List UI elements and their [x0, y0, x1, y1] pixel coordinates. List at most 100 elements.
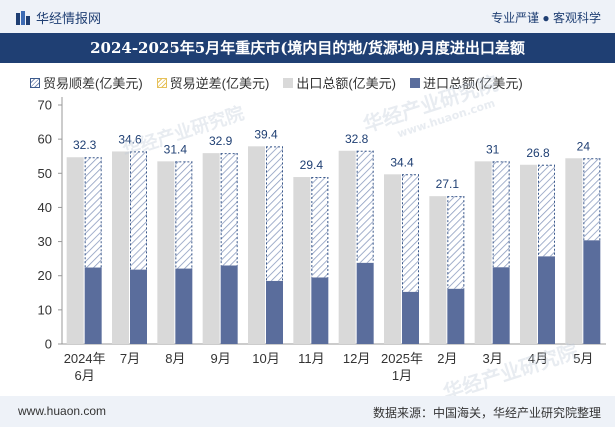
surplus-data-label: 39.4	[254, 127, 278, 141]
legend-label-deficit: 贸易逆差(亿美元)	[169, 76, 270, 91]
surplus-data-label: 24	[577, 139, 591, 153]
header-tags: 专业严谨 ● 客观科学	[491, 11, 601, 25]
surplus-data-label: 29.4	[300, 158, 324, 172]
import-bar	[130, 269, 147, 344]
surplus-bar	[538, 164, 555, 257]
legend-item-export: 出口总额(亿美元)	[283, 73, 396, 92]
x-tick-label-line: 2024年	[64, 351, 106, 366]
export-bar	[66, 157, 84, 344]
surplus-data-label: 31	[486, 142, 500, 156]
x-tick-label-line: 11月	[298, 351, 325, 366]
export-bar	[429, 196, 447, 344]
footer-source: 数据来源：中国海关，华经产业研究院整理	[372, 406, 601, 420]
import-bar	[538, 256, 555, 344]
legend-label-export: 出口总额(亿美元)	[296, 76, 397, 91]
import-bar	[84, 267, 102, 344]
x-tick-label: 4月	[528, 351, 548, 366]
x-tick-label-line: 5月	[573, 351, 593, 366]
chart-legend: 贸易顺差(亿美元) 贸易逆差(亿美元) 出口总额(亿美元) 进口总额(亿美元)	[30, 73, 537, 92]
x-tick-label: 10月	[252, 351, 279, 366]
surplus-data-label: 26.8	[526, 146, 550, 160]
x-tick-label-line: 6月	[75, 368, 95, 383]
legend-item-import: 进口总额(亿美元)	[410, 73, 523, 92]
x-tick-label-line: 2025年	[381, 351, 423, 366]
x-tick-label: 5月	[573, 351, 593, 366]
y-tick-label: 0	[45, 337, 52, 352]
export-bar	[565, 158, 583, 344]
y-tick-label: 20	[38, 268, 52, 283]
x-tick-label: 12月	[343, 351, 370, 366]
y-tick-label: 40	[38, 200, 52, 215]
import-swatch	[410, 77, 421, 88]
import-bar	[583, 240, 601, 344]
x-tick-label-line: 3月	[483, 351, 503, 366]
surplus-data-label: 32.9	[209, 134, 233, 148]
surplus-bar	[220, 153, 238, 266]
deficit-swatch	[156, 77, 167, 88]
export-bar	[248, 146, 265, 344]
surplus-data-label: 34.4	[390, 155, 414, 169]
x-tick-label-line: 12月	[343, 351, 370, 366]
surplus-bar	[84, 157, 102, 268]
footer-url[interactable]: www.huaon.com	[18, 404, 107, 418]
export-bar	[338, 150, 356, 344]
surplus-data-label: 31.4	[164, 142, 188, 156]
surplus-data-label: 27.1	[436, 177, 460, 191]
brand-logo-icon	[16, 10, 30, 25]
import-bar	[492, 267, 510, 344]
import-bar	[220, 265, 238, 344]
legend-label-surplus: 贸易顺差(亿美元)	[43, 76, 143, 91]
export-bar	[202, 153, 220, 344]
import-bar	[402, 291, 419, 344]
x-tick-label: 8月	[165, 351, 185, 366]
x-tick-label: 2月	[437, 351, 457, 366]
x-tick-label: 11月	[298, 351, 325, 366]
x-tick-label-line: 4月	[528, 351, 548, 366]
import-bar	[311, 277, 329, 344]
export-bar	[474, 161, 492, 344]
chart-title: 2024-2025年5月年重庆市(境内目的地/货源地)月度进出口差额	[0, 33, 615, 63]
surplus-data-label: 32.3	[73, 138, 97, 152]
x-tick-label: 7月	[120, 351, 140, 366]
y-tick-label: 70	[38, 98, 52, 113]
surplus-bar	[492, 161, 510, 268]
surplus-bar	[356, 150, 374, 263]
surplus-bar	[266, 146, 283, 281]
surplus-bar	[583, 158, 601, 241]
x-tick-label: 2024年 6月	[64, 351, 106, 383]
x-tick-label-line: 2月	[437, 351, 457, 366]
surplus-bar	[130, 151, 147, 270]
legend-label-import: 进口总额(亿美元)	[423, 76, 523, 91]
import-bar	[356, 262, 374, 344]
x-tick-label: 9月	[211, 351, 231, 366]
import-bar	[266, 280, 283, 344]
import-bar	[175, 268, 193, 344]
y-tick-label: 10	[38, 302, 52, 317]
surplus-data-label: 34.6	[118, 132, 142, 146]
x-tick-label: 3月	[483, 351, 503, 366]
legend-item-surplus: 贸易顺差(亿美元)	[30, 73, 143, 92]
footer-bar: www.huaon.com 数据来源：中国海关，华经产业研究院整理	[0, 396, 615, 427]
surplus-bar	[175, 161, 193, 269]
export-bar	[520, 164, 537, 344]
y-tick-label: 30	[38, 234, 52, 249]
surplus-data-label: 32.8	[345, 132, 369, 146]
export-bar	[293, 177, 311, 344]
x-tick-label-line: 1月	[392, 368, 412, 383]
surplus-bar	[402, 174, 419, 292]
surplus-swatch	[30, 77, 40, 88]
bar-chart: 0 10 20 30 40 50 60 70 32.3 2024年 6月 34.6 7月 31.4 8月 3…	[38, 97, 606, 383]
x-tick-label-line: 7月	[120, 351, 140, 366]
surplus-bar	[311, 177, 329, 278]
brand[interactable]: 华经情报网	[16, 8, 101, 27]
export-bar	[112, 151, 129, 344]
y-tick-label: 50	[38, 166, 52, 181]
x-tick-label: 2025年 1月	[381, 351, 423, 383]
export-swatch	[283, 77, 294, 88]
export-bar	[384, 174, 401, 344]
legend-item-deficit: 贸易逆差(亿美元)	[156, 73, 270, 92]
import-bar	[447, 288, 465, 344]
brand-name: 华经情报网	[36, 11, 102, 26]
export-bar	[157, 161, 175, 344]
y-tick-label: 60	[38, 132, 52, 147]
